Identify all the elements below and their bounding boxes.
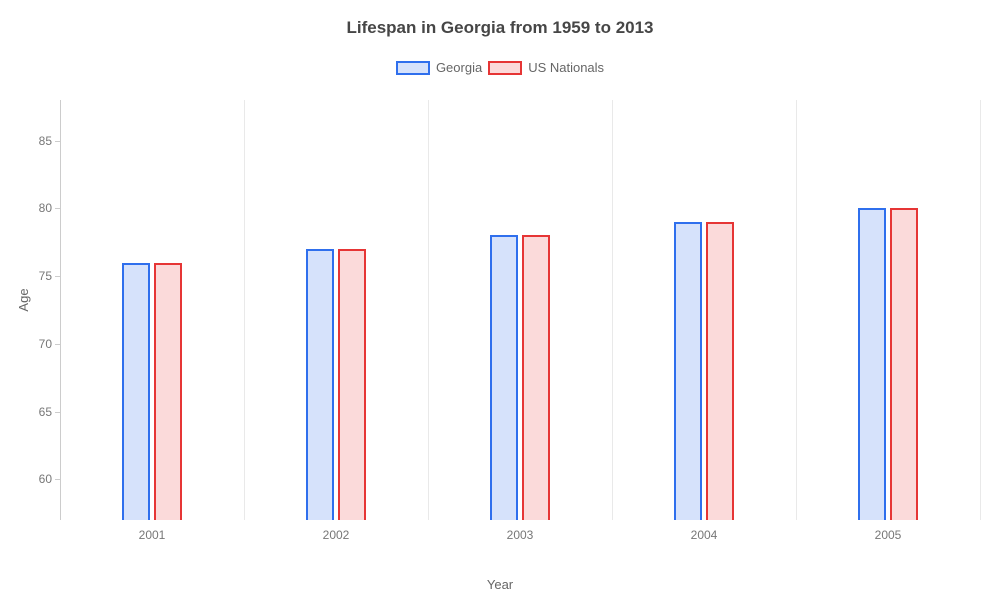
legend-label-georgia: Georgia: [436, 60, 482, 75]
y-tick-mark: [55, 208, 60, 209]
y-axis-label: Age: [16, 288, 31, 311]
legend-swatch-georgia: [396, 61, 430, 75]
bar-georgia: [306, 249, 334, 520]
bar-us-nationals: [890, 208, 918, 520]
chart-container: Lifespan in Georgia from 1959 to 2013 Ge…: [0, 0, 1000, 600]
gridline-vertical: [244, 100, 245, 520]
bar-georgia: [490, 235, 518, 520]
y-tick-label: 60: [39, 472, 52, 486]
y-tick-mark: [55, 344, 60, 345]
legend: Georgia US Nationals: [0, 60, 1000, 75]
y-tick-mark: [55, 479, 60, 480]
x-tick-label: 2002: [323, 528, 350, 542]
y-tick-mark: [55, 141, 60, 142]
y-axis-line: [60, 100, 61, 520]
gridline-vertical: [612, 100, 613, 520]
gridline-vertical: [980, 100, 981, 520]
y-tick-mark: [55, 412, 60, 413]
legend-swatch-us-nationals: [488, 61, 522, 75]
bar-us-nationals: [522, 235, 550, 520]
plot-area: 60657075808520012002200320042005: [60, 100, 980, 520]
y-tick-label: 65: [39, 405, 52, 419]
y-tick-label: 85: [39, 134, 52, 148]
gridline-vertical: [428, 100, 429, 520]
legend-item-us-nationals: US Nationals: [488, 60, 604, 75]
chart-title: Lifespan in Georgia from 1959 to 2013: [0, 0, 1000, 38]
gridline-vertical: [796, 100, 797, 520]
x-tick-label: 2003: [507, 528, 534, 542]
bar-us-nationals: [706, 222, 734, 520]
y-tick-label: 70: [39, 337, 52, 351]
x-tick-label: 2001: [139, 528, 166, 542]
bar-georgia: [122, 263, 150, 520]
bar-us-nationals: [338, 249, 366, 520]
bar-georgia: [674, 222, 702, 520]
bar-us-nationals: [154, 263, 182, 520]
x-tick-label: 2004: [691, 528, 718, 542]
y-tick-label: 80: [39, 201, 52, 215]
x-tick-label: 2005: [875, 528, 902, 542]
y-tick-mark: [55, 276, 60, 277]
bar-georgia: [858, 208, 886, 520]
y-tick-label: 75: [39, 269, 52, 283]
x-axis-label: Year: [487, 577, 513, 592]
legend-label-us-nationals: US Nationals: [528, 60, 604, 75]
legend-item-georgia: Georgia: [396, 60, 482, 75]
